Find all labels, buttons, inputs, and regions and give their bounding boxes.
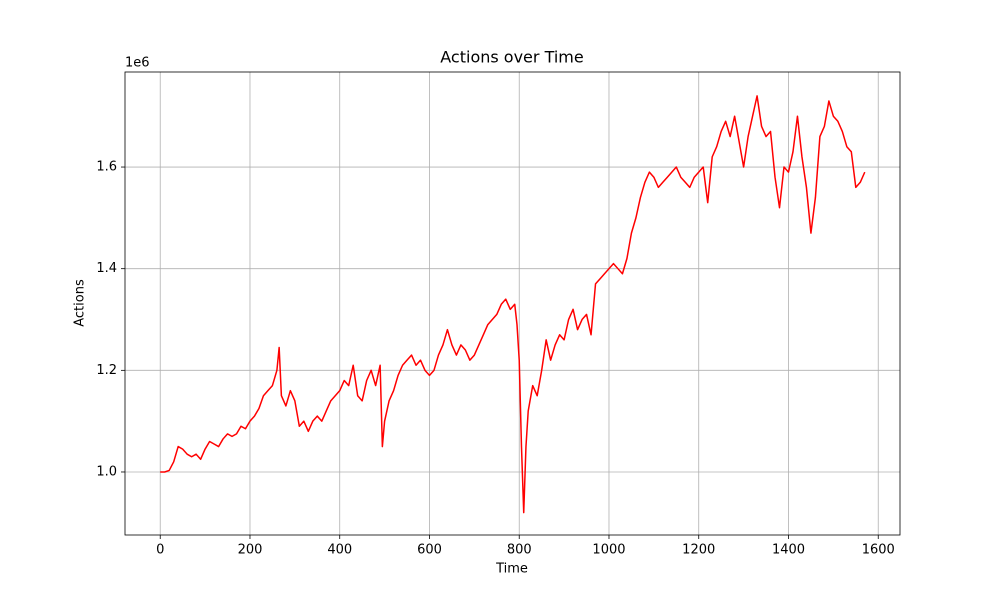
x-tick-label: 400	[327, 543, 352, 558]
x-axis-label: Time	[495, 562, 528, 577]
y-axis-label: Actions	[73, 279, 88, 327]
x-tick-label: 1000	[592, 543, 625, 558]
y-tick-label: 1.4	[96, 261, 117, 276]
chart-title: Actions over Time	[440, 48, 583, 67]
x-tick-label: 0	[156, 543, 164, 558]
x-tick-label: 1200	[682, 543, 715, 558]
plot-frame	[124, 71, 901, 536]
x-tick-label: 1400	[772, 543, 805, 558]
x-tick-label: 200	[238, 543, 263, 558]
y-tick-label: 1.6	[96, 160, 117, 175]
y-tick-label: 1.0	[96, 464, 117, 479]
data-line	[160, 95, 866, 514]
x-tick-label: 1600	[862, 543, 895, 558]
x-tick-label: 800	[507, 543, 532, 558]
y-tick-label: 1.2	[96, 363, 117, 378]
y-offset-label: 1e6	[125, 56, 150, 71]
x-tick-label: 600	[417, 543, 442, 558]
